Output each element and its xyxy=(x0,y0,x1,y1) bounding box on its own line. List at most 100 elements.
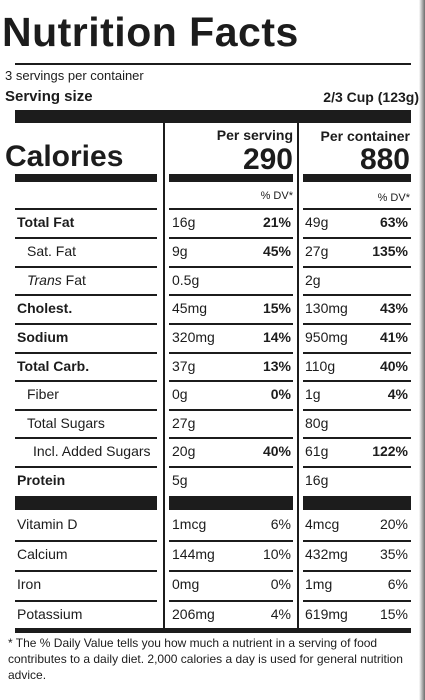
footnote-rule xyxy=(15,628,411,633)
row-rule-serving xyxy=(169,409,293,411)
vit-rule-name xyxy=(15,540,157,542)
servings-per-container: 3 servings per container xyxy=(5,68,144,83)
column-divider-serving xyxy=(163,123,165,628)
container-amount: 27g xyxy=(305,243,329,259)
row-rule-serving xyxy=(169,352,293,354)
nutrient-name: Total Carb. xyxy=(17,358,90,374)
serving-size-value: 2/3 Cup (123g) xyxy=(323,89,419,105)
row-rule-name xyxy=(15,323,157,325)
serving-dv: 13% xyxy=(262,358,291,374)
nutrient-name: Sat. Fat xyxy=(27,243,77,259)
calories-per-container: 880 xyxy=(359,143,410,176)
serving-dv: 10% xyxy=(262,546,291,562)
serving-amount: 20g xyxy=(172,443,196,459)
container-amount: 110g xyxy=(305,358,336,374)
row-rule-serving xyxy=(169,466,293,468)
row-rule-container xyxy=(303,208,411,210)
container-dv: 20% xyxy=(379,516,408,532)
row-rule-container xyxy=(303,466,411,468)
row-rule-name xyxy=(15,466,157,468)
vitamin-name: Vitamin D xyxy=(17,516,78,532)
calories-rule-container xyxy=(303,174,411,182)
title-rule xyxy=(15,63,411,65)
daily-value-footnote: * The % Daily Value tells you how much a… xyxy=(8,636,403,682)
serving-amount: 37g xyxy=(172,358,196,374)
row-rule-container xyxy=(303,380,411,382)
row-rule-name xyxy=(15,237,157,239)
trans-suffix: Fat xyxy=(61,272,86,288)
per-container-header: Per container xyxy=(320,128,410,144)
container-dv: 63% xyxy=(379,214,408,230)
row-rule-serving xyxy=(169,266,293,268)
row-rule-name xyxy=(15,380,157,382)
container-amount: 619mg xyxy=(305,606,348,622)
calories-label: Calories xyxy=(5,140,124,173)
row-rule-serving xyxy=(169,208,293,210)
nutrient-name-trans-fat: Trans Fat xyxy=(27,272,86,288)
nutrient-name: Sodium xyxy=(17,329,69,345)
serving-dv: 15% xyxy=(262,300,291,316)
nutrient-name: Total Fat xyxy=(17,214,75,230)
serving-amount: 0mg xyxy=(172,576,200,592)
serving-amount: 206mg xyxy=(172,606,215,622)
row-rule-name xyxy=(15,266,157,268)
container-dv: 135% xyxy=(372,243,408,259)
nutrient-name: Cholest. xyxy=(17,300,73,316)
container-dv: 40% xyxy=(379,358,408,374)
container-dv: 35% xyxy=(379,546,408,562)
serving-dv: 21% xyxy=(262,214,291,230)
nutrient-name: Incl. Added Sugars xyxy=(33,443,151,459)
serving-amount: 0g xyxy=(172,386,188,402)
serving-dv: 6% xyxy=(270,516,291,532)
row-rule-serving xyxy=(169,437,293,439)
vit-rule-container xyxy=(303,600,411,602)
container-dv: 15% xyxy=(379,606,408,622)
row-rule-name xyxy=(15,409,157,411)
vitamin-rule-container xyxy=(303,496,411,510)
container-dv: 4% xyxy=(387,386,408,402)
serving-amount: 144mg xyxy=(172,546,215,562)
column-divider-container xyxy=(297,123,299,628)
dv-header-container: % DV* xyxy=(377,192,410,204)
container-amount: 61g xyxy=(305,443,329,459)
row-rule-container xyxy=(303,437,411,439)
row-rule-name xyxy=(15,208,157,210)
calories-rule-serving xyxy=(169,174,293,182)
serving-amount: 9g xyxy=(172,243,188,259)
container-amount: 4mcg xyxy=(305,516,340,532)
container-amount: 2g xyxy=(305,272,321,288)
serving-dv: 4% xyxy=(270,606,291,622)
row-rule-container xyxy=(303,266,411,268)
serving-amount: 45mg xyxy=(172,300,208,316)
container-dv: 6% xyxy=(387,576,408,592)
container-amount: 950mg xyxy=(305,329,348,345)
container-amount: 49g xyxy=(305,214,329,230)
vitamin-rule-name xyxy=(15,496,157,510)
vit-rule-container xyxy=(303,570,411,572)
container-amount: 1g xyxy=(305,386,321,402)
calories-per-serving: 290 xyxy=(242,143,293,176)
vit-rule-name xyxy=(15,600,157,602)
row-rule-serving xyxy=(169,323,293,325)
per-serving-header: Per serving xyxy=(216,127,293,143)
label-edge-shadow xyxy=(419,0,425,700)
row-rule-name xyxy=(15,294,157,296)
row-rule-name xyxy=(15,352,157,354)
vitamin-name: Calcium xyxy=(17,546,68,562)
serving-dv: 45% xyxy=(262,243,291,259)
vitamin-name: Potassium xyxy=(17,606,83,622)
serving-dv: 0% xyxy=(270,386,291,402)
row-rule-container xyxy=(303,237,411,239)
row-rule-name xyxy=(15,437,157,439)
vit-rule-serving xyxy=(169,540,293,542)
container-amount: 432mg xyxy=(305,546,348,562)
vit-rule-serving xyxy=(169,570,293,572)
dv-header-serving: % DV* xyxy=(260,190,293,202)
serving-dv: 14% xyxy=(262,329,291,345)
label-title: Nutrition Facts xyxy=(2,9,299,55)
vit-rule-name xyxy=(15,570,157,572)
serving-amount: 0.5g xyxy=(172,272,200,288)
serving-dv: 0% xyxy=(270,576,291,592)
serving-amount: 16g xyxy=(172,214,196,230)
row-rule-container xyxy=(303,352,411,354)
